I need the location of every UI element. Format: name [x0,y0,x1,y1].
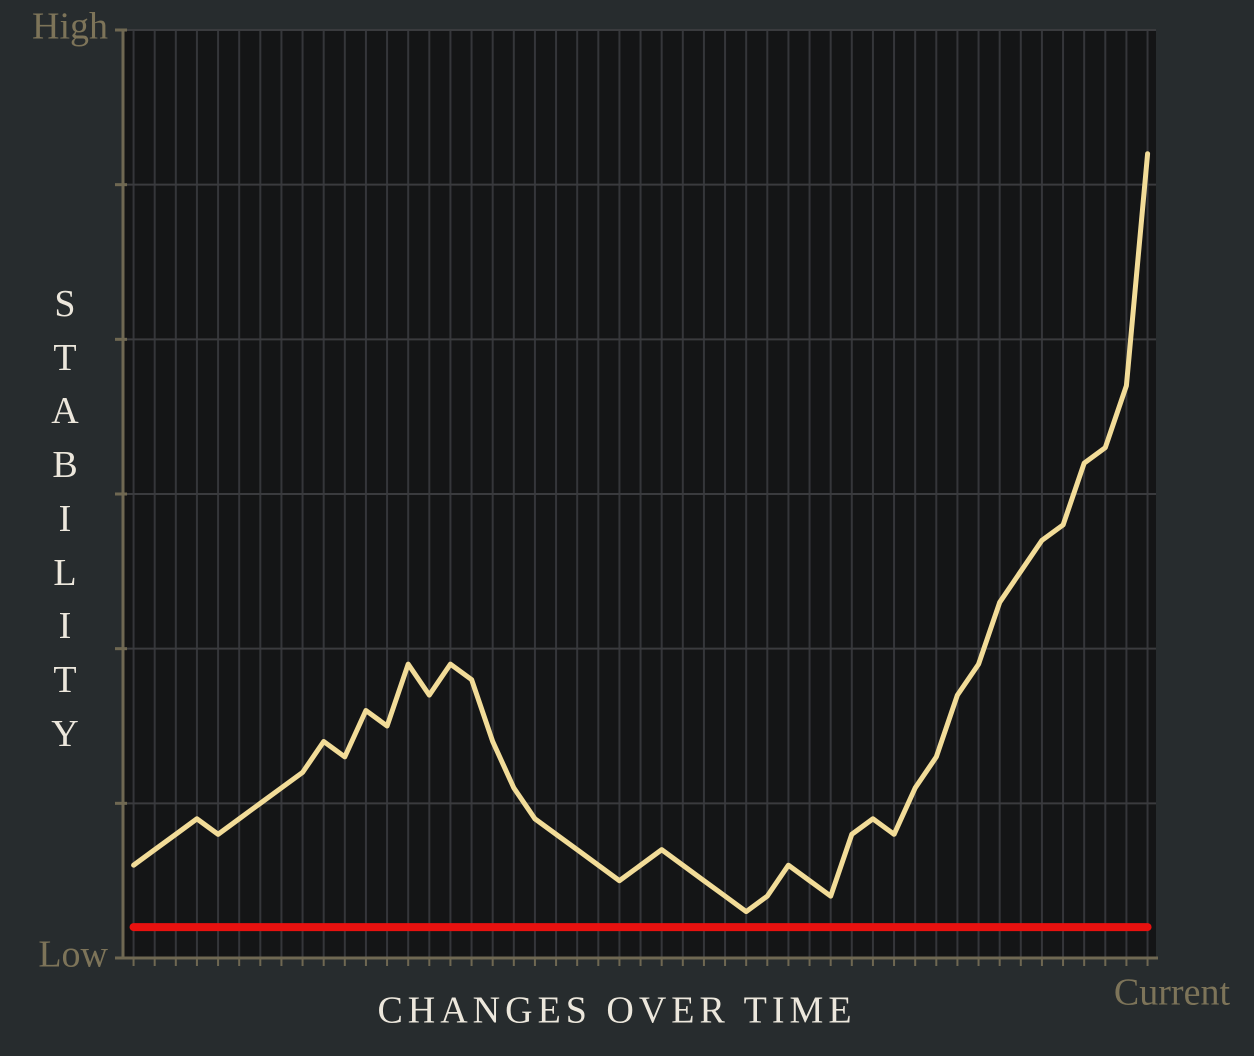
y-tick-label: High [32,6,108,48]
y-tick-label: Low [38,934,108,976]
x-axis-label: CHANGES OVER TIME [377,990,856,1032]
data-line [131,151,1151,915]
y-axis-label: STABILITY [51,283,79,755]
x-end-label: Current [1114,972,1231,1014]
